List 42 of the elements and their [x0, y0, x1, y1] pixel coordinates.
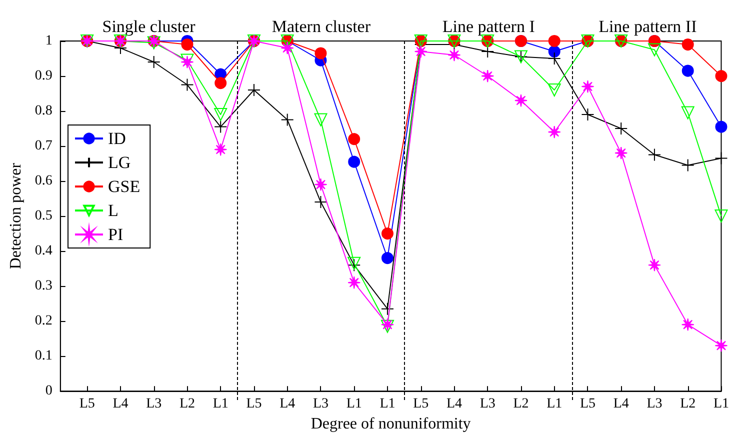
y-tick-label: 0.1	[34, 348, 52, 364]
legend-label: ID	[108, 129, 126, 148]
x-tick-label: L4	[446, 396, 462, 412]
x-tick-label: L4	[613, 396, 629, 412]
y-tick-label: 0.2	[34, 314, 52, 329]
y-tick-label: 0.6	[34, 174, 52, 189]
x-tick-label: L5	[580, 396, 596, 412]
y-tick-label: 0.5	[34, 208, 52, 224]
legend-label: LG	[108, 153, 131, 172]
x-tick-label: L3	[146, 396, 162, 412]
y-axis-title: Detection power	[8, 162, 24, 270]
text: Single cluster	[102, 17, 196, 36]
x-tick-label: L2	[680, 396, 696, 412]
x-tick-label: L2	[179, 396, 196, 412]
x-tick-label: L1	[380, 396, 396, 412]
y-tick-label: 0.4	[34, 244, 52, 259]
x-tick-label: L1	[346, 396, 362, 412]
x-tick-label: L5	[246, 396, 262, 412]
text: Matern cluster	[272, 17, 371, 36]
y-tick-label: 1	[45, 34, 52, 48]
x-tick-label: L5	[79, 396, 95, 412]
x-axis-title: Degree of nonuniformity	[310, 416, 471, 432]
text: Line pattern II	[598, 17, 698, 36]
legend-label: PI	[108, 225, 124, 244]
y-tick-label: 0	[45, 384, 52, 399]
y-tick-label: 0.8	[34, 104, 52, 119]
x-tick-label: L1	[713, 396, 730, 412]
x-tick-label: L2	[513, 396, 529, 412]
x-tick-label: L1	[546, 396, 562, 412]
x-tick-label: L3	[646, 396, 662, 412]
x-tick-label: L1	[212, 396, 228, 412]
legend-label: L	[108, 201, 118, 220]
legend-label: GSE	[108, 177, 140, 196]
x-tick-label: L3	[480, 396, 496, 412]
x-tick-label: L3	[312, 396, 329, 412]
y-tick-label: 0.9	[34, 68, 52, 84]
x-tick-label: L5	[413, 396, 429, 412]
y-tick-label: 0.7	[34, 138, 52, 154]
x-tick-label: L4	[280, 396, 296, 412]
text: Line pattern I	[442, 17, 536, 36]
y-tick-label: 0.3	[34, 278, 52, 294]
x-tick-label: L4	[112, 396, 128, 412]
